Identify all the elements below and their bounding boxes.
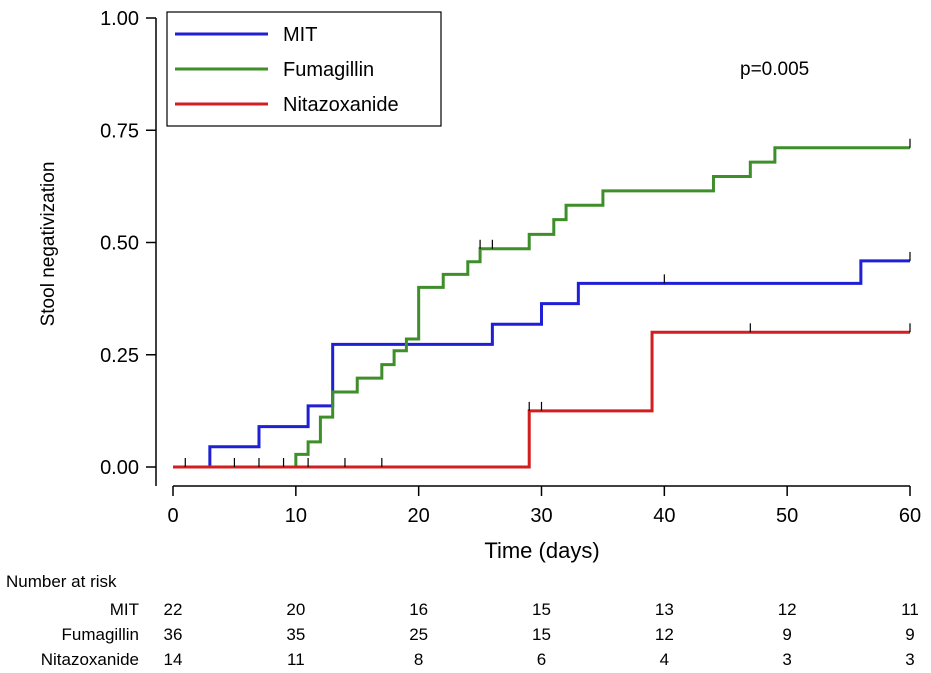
x-tick-label: 40 <box>653 505 675 527</box>
x-tick-label: 30 <box>530 505 552 527</box>
y-axis-title: Stool negativization <box>38 162 59 327</box>
y-tick-label: 0.00 <box>100 457 139 479</box>
risk-cell: 20 <box>286 600 306 619</box>
risk-row-label-fumagillin: Fumagillin <box>61 625 139 644</box>
y-tick-label: 0.75 <box>100 120 139 142</box>
risk-cell: 3 <box>905 650 915 669</box>
x-tick-label: 0 <box>167 505 178 527</box>
risk-cell: 16 <box>409 600 429 619</box>
risk-cell: 4 <box>659 650 670 669</box>
legend-label-fumagillin: Fumagillin <box>283 59 374 81</box>
x-axis-title: Time (days) <box>484 538 599 563</box>
legend: MIT Fumagillin Nitazoxanide <box>166 11 442 127</box>
risk-cell: 36 <box>163 625 183 644</box>
risk-cell: 9 <box>782 625 792 644</box>
x-tick-label: 20 <box>408 505 430 527</box>
risk-row-label-mit: MIT <box>109 600 139 619</box>
risk-cell: 35 <box>286 625 306 644</box>
risk-cell: 3 <box>782 650 792 669</box>
risk-cell: 13 <box>654 600 674 619</box>
series-line-fumagillin <box>173 146 910 469</box>
risk-table-title: Number at risk <box>6 572 117 591</box>
y-axis: 0.00 0.25 0.50 0.75 1.00 <box>100 8 157 486</box>
risk-cell: 25 <box>409 625 429 644</box>
risk-cell: 15 <box>532 600 551 619</box>
x-tick-label: 60 <box>899 505 921 527</box>
series-line-nitazoxanide <box>173 330 910 469</box>
risk-cell: 14 <box>163 650 183 669</box>
risk-cell: 15 <box>532 625 551 644</box>
y-tick-label: 0.50 <box>100 233 139 255</box>
risk-cell: 11 <box>901 600 919 619</box>
x-tick-label: 10 <box>285 505 307 527</box>
risk-cell: 12 <box>777 600 797 619</box>
series-line-mit <box>173 259 910 469</box>
risk-cell: 6 <box>536 650 547 669</box>
series-layer <box>173 138 911 469</box>
legend-label-mit: MIT <box>283 24 317 46</box>
risk-cell: 9 <box>905 625 915 644</box>
kaplan-meier-chart: 0.00 0.25 0.50 0.75 1.00 0 10 20 30 40 50 60 Time … <box>38 8 922 563</box>
risk-cell: 8 <box>413 650 424 669</box>
risk-cell: 11 <box>287 650 305 669</box>
x-tick-label: 50 <box>776 505 798 527</box>
risk-cell: 22 <box>163 600 183 619</box>
p-value-annotation: p=0.005 <box>740 59 809 80</box>
risk-cell: 12 <box>654 625 674 644</box>
y-tick-label: 1.00 <box>100 8 139 30</box>
risk-row-label-nitazoxanide: Nitazoxanide <box>40 650 139 669</box>
y-tick-label: 0.25 <box>100 345 139 367</box>
legend-label-nitazoxanide: Nitazoxanide <box>283 94 399 116</box>
x-axis: 0 10 20 30 40 50 60 <box>167 485 921 527</box>
